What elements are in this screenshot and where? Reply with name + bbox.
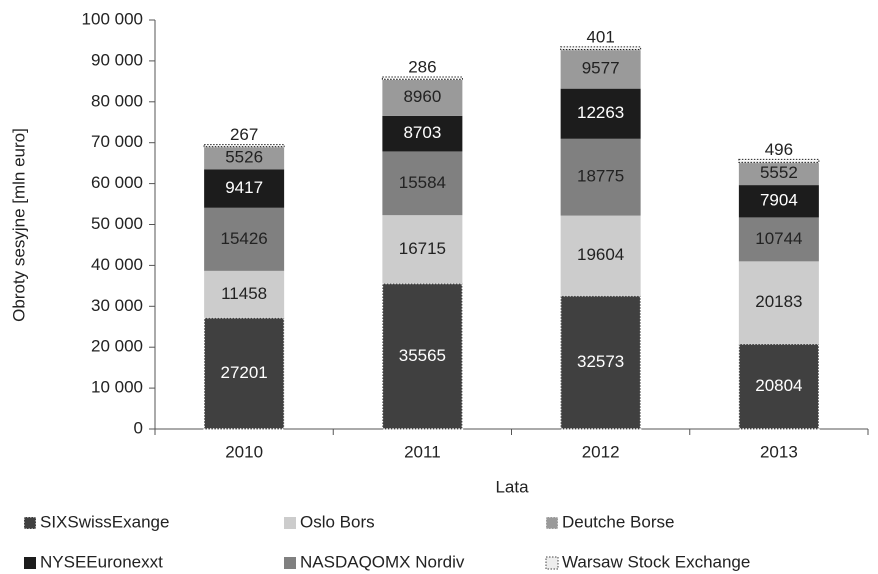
x-tick-label: 2013: [760, 442, 798, 461]
bar-segment: [559, 295, 642, 430]
value-label: 9417: [225, 178, 263, 197]
y-tick-label: 70 000: [91, 132, 143, 151]
legend-swatch: [24, 557, 36, 569]
value-label: 20183: [755, 292, 802, 311]
y-tick-label: 80 000: [91, 91, 143, 110]
value-label: 8703: [403, 123, 441, 142]
value-label: 10744: [755, 229, 802, 248]
value-label: 15584: [399, 173, 446, 192]
legend-swatch: [545, 556, 559, 570]
bar-segment: [738, 343, 820, 430]
legend-label: Oslo Bors: [300, 512, 375, 531]
legend-label: Deutche Borse: [562, 512, 674, 531]
value-label: 286: [408, 58, 436, 77]
value-label: 27201: [220, 363, 267, 382]
value-label: 267: [230, 125, 258, 144]
y-tick-label: 100 000: [82, 9, 143, 28]
legend-label: NYSEEuronexxt: [40, 552, 163, 571]
y-tick-label: 60 000: [91, 173, 143, 192]
x-tick-label: 2012: [582, 442, 620, 461]
value-label: 16715: [399, 239, 446, 258]
bar-segment: [382, 115, 463, 152]
value-label: 496: [765, 140, 793, 159]
bar-top-dots: [738, 158, 820, 163]
legend-swatch: [545, 516, 559, 530]
bar-top-dots: [203, 144, 285, 148]
bar-segment: [204, 270, 285, 318]
y-tick-label: 0: [134, 418, 143, 437]
bar-segment: [738, 261, 819, 344]
value-label: 15426: [220, 229, 267, 248]
x-tick-label: 2011: [404, 442, 441, 461]
value-label: 20804: [755, 376, 802, 395]
legend-swatch: [284, 517, 296, 529]
bar-top-dots: [381, 76, 463, 80]
value-label: 35565: [399, 346, 446, 365]
legend-label: SIXSwissExange: [40, 512, 169, 531]
bar-segment: [204, 169, 285, 208]
legend-label: Warsaw Stock Exchange: [562, 552, 750, 571]
y-tick-label: 30 000: [91, 296, 143, 315]
bar-segment: [560, 49, 641, 89]
y-tick-label: 40 000: [91, 255, 143, 274]
y-tick-label: 20 000: [91, 337, 143, 356]
bar-segment: [738, 217, 819, 262]
bar-segment: [204, 207, 285, 271]
bar-segment: [738, 162, 819, 186]
value-label: 8960: [403, 87, 441, 106]
value-label: 9577: [582, 59, 620, 78]
bar-segment: [204, 146, 285, 170]
y-axis-title: Obroty sesyjne [mln euro]: [9, 128, 28, 322]
bar-segment: [560, 88, 641, 139]
x-tick-label: 2010: [225, 442, 263, 461]
bar-top-dots: [560, 46, 642, 50]
value-label: 5552: [760, 163, 798, 182]
bar-segment: [560, 138, 641, 216]
y-tick-label: 10 000: [91, 378, 143, 397]
value-label: 401: [586, 27, 614, 46]
value-label: 18775: [577, 167, 624, 186]
bar-segment: [560, 215, 641, 296]
legend-label: NASDAQOMX Nordiv: [300, 552, 465, 571]
x-axis-title: Lata: [495, 477, 529, 496]
legend-swatch: [284, 557, 296, 569]
y-tick-label: 90 000: [91, 50, 143, 69]
y-tick-label: 50 000: [91, 214, 143, 233]
value-label: 19604: [577, 245, 624, 264]
bar-segment: [738, 185, 819, 218]
value-label: 11458: [221, 284, 267, 303]
value-label: 32573: [577, 352, 624, 371]
value-label: 7904: [760, 191, 798, 210]
bar-segment: [382, 151, 463, 216]
bar-segment: [382, 79, 463, 116]
legend-swatch: [23, 516, 37, 530]
value-label: 12263: [577, 103, 624, 122]
bar-segment: [382, 215, 463, 284]
value-label: 5526: [225, 147, 263, 166]
